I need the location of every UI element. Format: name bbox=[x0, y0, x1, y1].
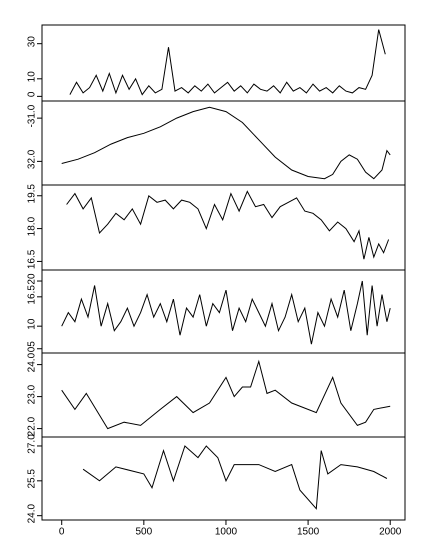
y-tick-label: 16.5 bbox=[27, 285, 38, 305]
y-tick-label: 18.0 bbox=[27, 216, 38, 236]
x-tick-label: 0 bbox=[59, 527, 65, 538]
y-tick-label: 24.0 bbox=[27, 352, 38, 372]
y-tick-label: 32.0 bbox=[27, 149, 38, 169]
panel-frame bbox=[41, 24, 406, 102]
y-tick-label: 19.5 bbox=[27, 184, 38, 204]
y-tick-label: 24.0 bbox=[27, 504, 38, 524]
y-tick-label: 22.0 bbox=[27, 416, 38, 436]
y-tick-label: 25.5 bbox=[27, 469, 38, 489]
y-tick-label: 16.5 bbox=[27, 249, 38, 269]
y-tick-label: -31.0 bbox=[27, 104, 38, 127]
data-line bbox=[61, 106, 391, 180]
data-line bbox=[61, 280, 391, 345]
y-tick-label: 10 bbox=[27, 318, 38, 330]
panel-frame bbox=[41, 436, 406, 521]
x-tick-label: 1500 bbox=[297, 527, 320, 538]
x-tick-label: 1000 bbox=[215, 527, 238, 538]
data-line bbox=[69, 29, 386, 96]
x-tick-label: 2000 bbox=[379, 527, 402, 538]
panel-frame bbox=[41, 100, 406, 186]
y-tick-label: 05 bbox=[27, 341, 38, 353]
data-line bbox=[82, 445, 388, 510]
panel-frame bbox=[41, 352, 406, 438]
panel-frame bbox=[41, 184, 406, 271]
data-line bbox=[66, 190, 390, 260]
y-tick-label: 23.0 bbox=[27, 384, 38, 404]
y-tick-label: 30 bbox=[27, 36, 38, 48]
y-tick-label: 20 bbox=[27, 273, 38, 285]
y-tick-label: 27.0 bbox=[27, 434, 38, 454]
y-tick-label: 0 bbox=[27, 91, 38, 97]
x-tick-label: 500 bbox=[135, 527, 152, 538]
y-tick-label: 10 bbox=[27, 71, 38, 83]
panel-frame bbox=[41, 269, 406, 354]
data-line bbox=[61, 359, 391, 430]
